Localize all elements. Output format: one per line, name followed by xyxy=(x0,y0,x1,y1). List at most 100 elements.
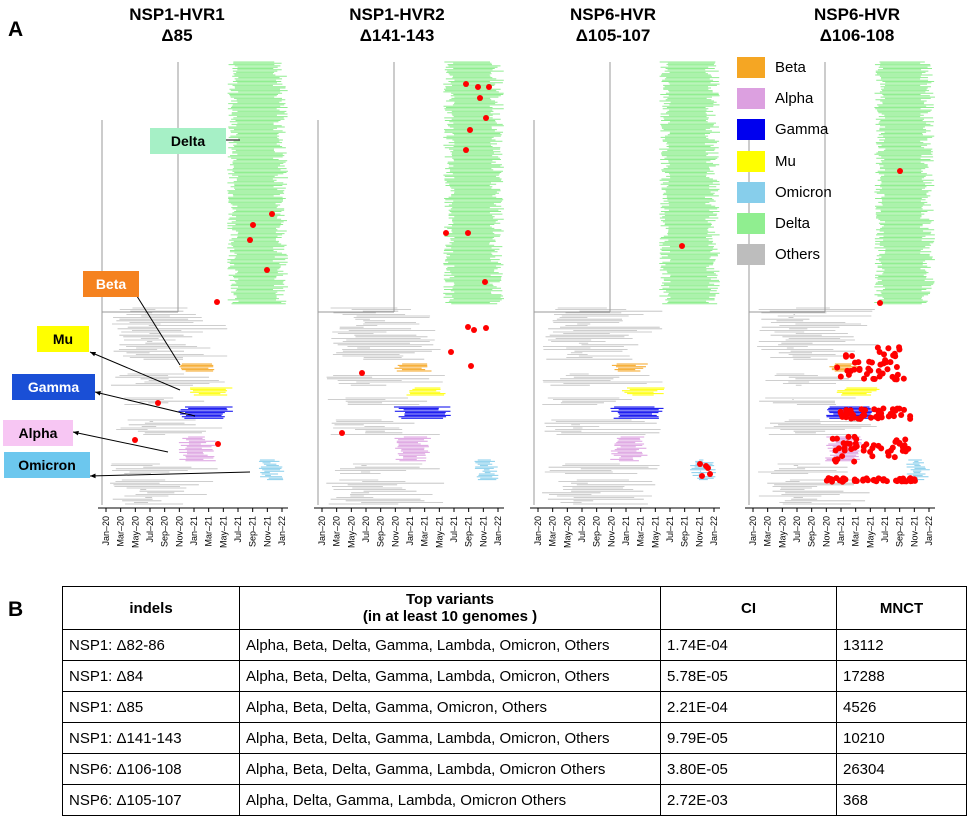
time-tick-label: Jan–21 xyxy=(405,516,415,546)
panel-title-2-line1: NSP1-HVR2 xyxy=(349,5,445,24)
time-tick-label: Jul–20 xyxy=(577,516,587,543)
cell-mnct: 4526 xyxy=(836,691,967,723)
indel-dot xyxy=(465,324,471,330)
time-tick-label: Sep–20 xyxy=(376,516,386,547)
indel-dot xyxy=(468,363,474,369)
legend-swatch-beta xyxy=(737,57,765,79)
indel-dot xyxy=(896,440,903,447)
indel-dot xyxy=(214,299,220,305)
indel-dot xyxy=(861,375,868,382)
arrow-head xyxy=(95,391,101,396)
indel-dot xyxy=(443,230,449,236)
legend-label: Others xyxy=(775,246,821,264)
indel-dot xyxy=(477,95,483,101)
indel-dot xyxy=(483,115,489,121)
legend-label: Omicron xyxy=(775,183,832,201)
indel-dot xyxy=(890,352,897,359)
cell-variants: Alpha, Delta, Gamma, Lambda, Omicron Oth… xyxy=(239,784,661,816)
indel-dot xyxy=(849,352,856,359)
indel-dot xyxy=(835,445,842,452)
time-tick-label: Jan–22 xyxy=(493,516,503,546)
indel-dot xyxy=(843,407,850,414)
indel-dot xyxy=(339,430,345,436)
time-tick-label: Jul–21 xyxy=(449,516,459,543)
cell-variants: Alpha, Beta, Delta, Gamma, Omicron, Othe… xyxy=(239,691,661,723)
time-tick-label: May–20 xyxy=(777,516,787,548)
time-tick-label: Jul–21 xyxy=(665,516,675,543)
indel-dot xyxy=(870,375,877,382)
indel-dot xyxy=(264,267,270,273)
cell-variants: Alpha, Beta, Delta, Gamma, Lambda, Omicr… xyxy=(239,722,661,754)
panel-title-1-line1: NSP1-HVR1 xyxy=(129,5,225,24)
indel-dot xyxy=(482,279,488,285)
table-row: NSP6: Δ106-108 Alpha, Beta, Delta, Gamma… xyxy=(62,753,967,785)
legend-label: Mu xyxy=(775,152,796,170)
legend-item: Gamma xyxy=(737,114,832,145)
cell-indel: NSP6: Δ106-108 xyxy=(62,753,240,785)
cell-mnct: 13112 xyxy=(836,629,967,661)
indel-dot xyxy=(463,147,469,153)
indel-dot xyxy=(889,444,896,451)
cell-indel: NSP1: Δ85 xyxy=(62,691,240,723)
indel-dot xyxy=(840,475,847,482)
table-row: NSP1: Δ85 Alpha, Beta, Delta, Gamma, Omi… xyxy=(62,691,967,723)
indel-dot xyxy=(877,300,883,306)
time-tick-label: Nov–20 xyxy=(390,516,400,547)
panel-title-4-line2: Δ106-108 xyxy=(819,26,895,45)
gamma-label: Gamma xyxy=(12,374,95,400)
indel-dot xyxy=(897,168,903,174)
legend-swatch-mu xyxy=(737,150,765,172)
panel-title-4-line1: NSP6-HVR xyxy=(814,5,900,24)
time-tick-label: May–21 xyxy=(434,516,444,548)
indel-dot xyxy=(900,375,907,382)
indel-dot xyxy=(837,373,844,380)
label-arrow xyxy=(89,471,251,477)
time-tick-label: Jul–21 xyxy=(233,516,243,543)
header-top-variants: Top variants (in at least 10 genomes ) xyxy=(239,586,661,630)
indel-dot xyxy=(703,463,709,469)
indel-dot xyxy=(902,436,909,443)
indel-dot xyxy=(852,440,859,447)
indel-dot xyxy=(846,440,853,447)
time-tick-label: Mar–20 xyxy=(116,516,126,547)
indel-dot xyxy=(707,471,713,477)
indel-dot xyxy=(859,413,866,420)
indel-dot xyxy=(155,400,161,406)
panel-title-3-line2: Δ105-107 xyxy=(575,26,651,45)
header-top-variants-line2: (in at least 10 genomes ) xyxy=(362,608,538,625)
panel-b-label: B xyxy=(8,598,24,621)
indel-dot xyxy=(215,441,221,447)
indel-dot xyxy=(247,237,253,243)
indel-dot xyxy=(845,433,852,440)
indel-dot xyxy=(851,477,858,484)
time-tick-label: May–20 xyxy=(130,516,140,548)
time-tick-label: Mar–21 xyxy=(420,516,430,547)
legend-swatch-gamma xyxy=(737,119,765,141)
indel-dot xyxy=(448,349,454,355)
legend-label: Gamma xyxy=(775,121,829,139)
indel-dot xyxy=(679,243,685,249)
legend-item: Delta xyxy=(737,208,832,239)
legend-swatch-omicron xyxy=(737,181,765,203)
indel-dot xyxy=(269,211,275,217)
time-tick-label: Nov–21 xyxy=(262,516,272,547)
indel-dot xyxy=(880,477,887,484)
legend-item: Alpha xyxy=(737,83,832,114)
indel-dot xyxy=(898,411,905,418)
legend-item: Omicron xyxy=(737,177,832,208)
time-tick-label: Mar–20 xyxy=(763,516,773,547)
indel-dot xyxy=(869,453,876,460)
cell-mnct: 10210 xyxy=(836,722,967,754)
cell-mnct: 368 xyxy=(836,784,967,816)
panel-title-1: NSP1-HVR1 Δ85 xyxy=(77,4,277,46)
header-ci: CI xyxy=(660,586,837,630)
table-header-row: indels Top variants (in at least 10 geno… xyxy=(62,586,967,630)
time-tick-label: Nov–21 xyxy=(909,516,919,547)
indel-dot xyxy=(467,127,473,133)
cell-ci: 9.79E-05 xyxy=(660,722,837,754)
cell-indel: NSP1: Δ141-143 xyxy=(62,722,240,754)
time-tick-label: May–20 xyxy=(562,516,572,548)
time-tick-label: Jul–21 xyxy=(880,516,890,543)
table-row: NSP6: Δ105-107 Alpha, Delta, Gamma, Lamb… xyxy=(62,784,967,816)
indel-dot xyxy=(856,367,863,374)
